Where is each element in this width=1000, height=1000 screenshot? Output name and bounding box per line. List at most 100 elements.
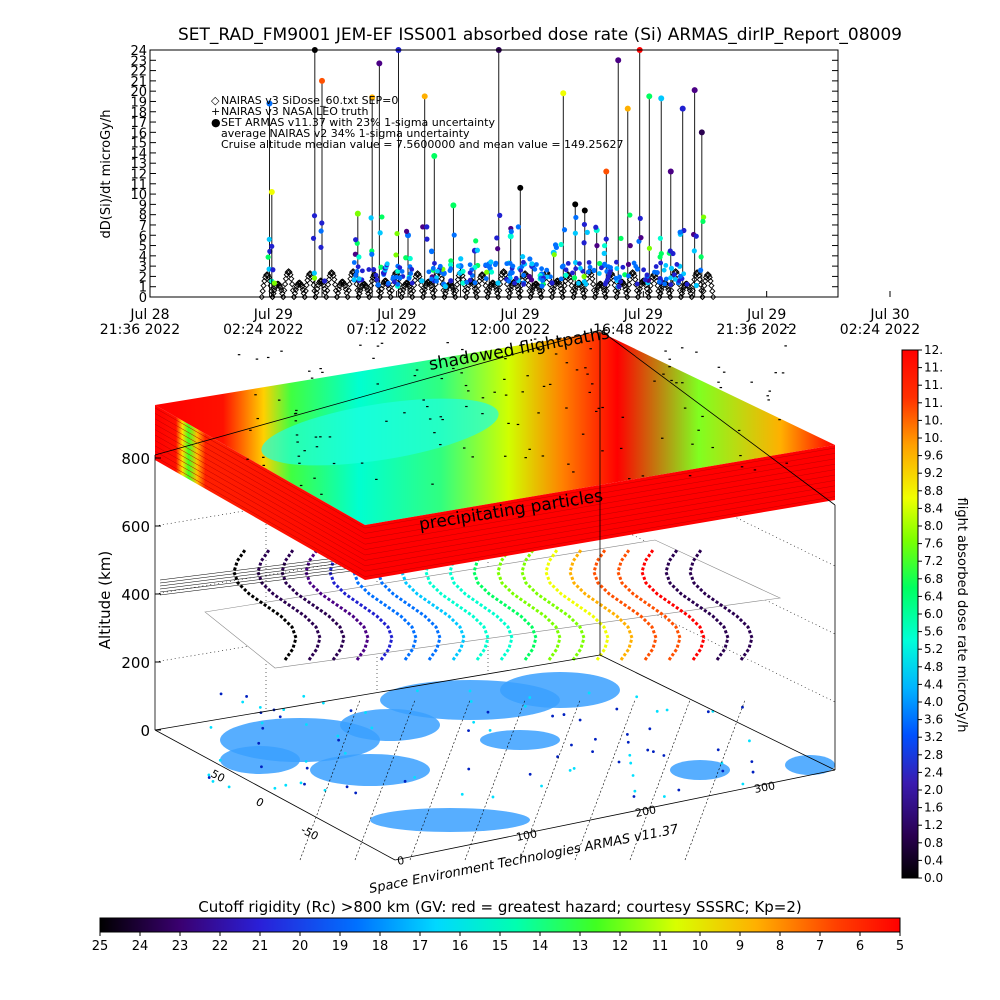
shadowed-track-mark xyxy=(533,338,537,340)
armas-point xyxy=(448,258,454,264)
armas-point xyxy=(353,272,359,278)
nairas-point xyxy=(260,282,267,289)
x-tick-label-time: 02:24 2022 xyxy=(223,322,303,338)
map-texture-point xyxy=(472,720,476,724)
map-texture-point xyxy=(260,721,264,725)
armas-point xyxy=(693,282,699,289)
shadowed-track-mark xyxy=(299,484,303,487)
map-texture-point xyxy=(665,708,669,712)
top-plot-frame xyxy=(149,49,839,298)
shadowed-track-mark xyxy=(385,420,388,422)
map-texture-point xyxy=(632,795,636,798)
shadowed-track-mark xyxy=(591,383,594,385)
shadowed-track-mark xyxy=(748,333,752,335)
dose-rate-tick-label: 6.8 xyxy=(924,572,943,586)
shadowed-track-mark xyxy=(507,422,510,425)
armas-point xyxy=(429,276,434,282)
layer-stack-line xyxy=(154,418,366,540)
dose-rate-colorbar-gradient xyxy=(901,349,919,879)
flightpath-orbit xyxy=(472,549,538,661)
armas-point xyxy=(591,267,597,274)
layer-stack-line xyxy=(154,450,366,572)
cutoff-rigidity-colorbar: Cutoff rigidity (Rc) >800 km (GV: red = … xyxy=(92,898,904,954)
flightpath-orbit xyxy=(448,549,514,661)
shadowed-track-mark xyxy=(548,383,552,386)
shadowed-track-mark xyxy=(359,344,362,346)
y-tick-label: 0 xyxy=(139,291,147,306)
latitude-tick-label: -50 xyxy=(299,823,321,843)
shadowed-track-mark xyxy=(565,362,569,364)
armas-point xyxy=(548,274,553,280)
armas-point xyxy=(596,260,603,267)
armas-point xyxy=(377,230,383,236)
armas-point xyxy=(701,214,707,220)
flightpath-orbit xyxy=(520,549,586,661)
nairas-point xyxy=(366,293,373,301)
top-axes: 0123456789101112131415161718192021222324… xyxy=(100,44,920,338)
shadowed-track-mark xyxy=(542,385,546,387)
ground-track xyxy=(354,699,416,861)
armas-point xyxy=(488,259,494,265)
nairas-point xyxy=(312,293,319,301)
shadowed-track-mark xyxy=(295,434,299,436)
armas-point xyxy=(420,224,426,230)
shadowed-track-mark xyxy=(493,391,496,393)
nairas-point xyxy=(708,282,715,289)
armas-point xyxy=(266,236,272,242)
shadowed-track-mark xyxy=(653,380,656,382)
dose-rate-tick-label: 2.0 xyxy=(924,783,943,797)
shadowed-track-mark xyxy=(372,357,375,359)
armas-point xyxy=(356,276,362,282)
shadowed-track-mark xyxy=(586,373,589,375)
landmass xyxy=(370,808,530,832)
precipitating-particles-layer xyxy=(154,324,836,580)
map-texture-point xyxy=(562,713,566,716)
shadowed-track-mark xyxy=(249,429,252,431)
dose-rate-tick-label: 5.2 xyxy=(924,642,943,656)
shadowed-track-mark xyxy=(426,405,429,408)
map-texture-point xyxy=(343,751,347,755)
landmass xyxy=(480,730,560,750)
armas-point xyxy=(608,265,614,270)
ground-track xyxy=(574,699,636,861)
shadowed-track-mark xyxy=(380,342,384,344)
y-tick-label: 15 xyxy=(130,137,147,152)
nairas-point xyxy=(559,293,566,301)
nairas-point xyxy=(581,293,588,301)
map-texture-point xyxy=(207,773,211,777)
armas-point xyxy=(679,105,686,112)
x-tick-label-date: Jul 29 xyxy=(499,307,539,323)
armas-point xyxy=(409,280,415,286)
nairas-point xyxy=(409,293,416,301)
nairas-point xyxy=(497,275,505,282)
armas-point xyxy=(617,274,623,280)
armas-point xyxy=(351,277,357,282)
cutoff-rigidity-tick-label: 17 xyxy=(412,939,429,954)
cutoff-rigidity-tick-label: 25 xyxy=(92,939,109,954)
dose-rate-colorbar-label: flight absorbed dose rate microGy/h xyxy=(954,498,969,733)
map-texture-point xyxy=(551,714,554,718)
longitude-tick-label: 0 xyxy=(396,854,405,868)
map-texture-point xyxy=(741,705,744,709)
armas-point xyxy=(581,240,587,246)
nairas-point xyxy=(655,287,662,295)
armas-point xyxy=(419,278,425,284)
dose-rate-tick-label: 0.4 xyxy=(924,853,943,867)
x-tick-label-time: 21:36 2022 xyxy=(100,322,180,338)
shadowed-track-mark xyxy=(465,405,468,408)
shadowed-track-mark xyxy=(237,354,241,356)
nairas-point xyxy=(525,281,532,289)
armas-point xyxy=(668,275,673,281)
shadowed-track-mark xyxy=(768,390,772,392)
cutoff-rigidity-colorbar-label: Cutoff rigidity (Rc) >800 km (GV: red = … xyxy=(198,898,801,916)
flightpath-orbit xyxy=(256,549,322,661)
armas-point xyxy=(558,276,564,282)
shadowed-track-mark xyxy=(503,455,507,457)
map-texture-point xyxy=(488,728,492,732)
nairas-point xyxy=(336,282,343,290)
nairas-point xyxy=(331,276,338,283)
map-texture-point xyxy=(218,758,222,762)
legend-symbol: ◇ xyxy=(211,94,220,107)
armas-point xyxy=(544,267,550,273)
nairas-point xyxy=(707,277,714,285)
